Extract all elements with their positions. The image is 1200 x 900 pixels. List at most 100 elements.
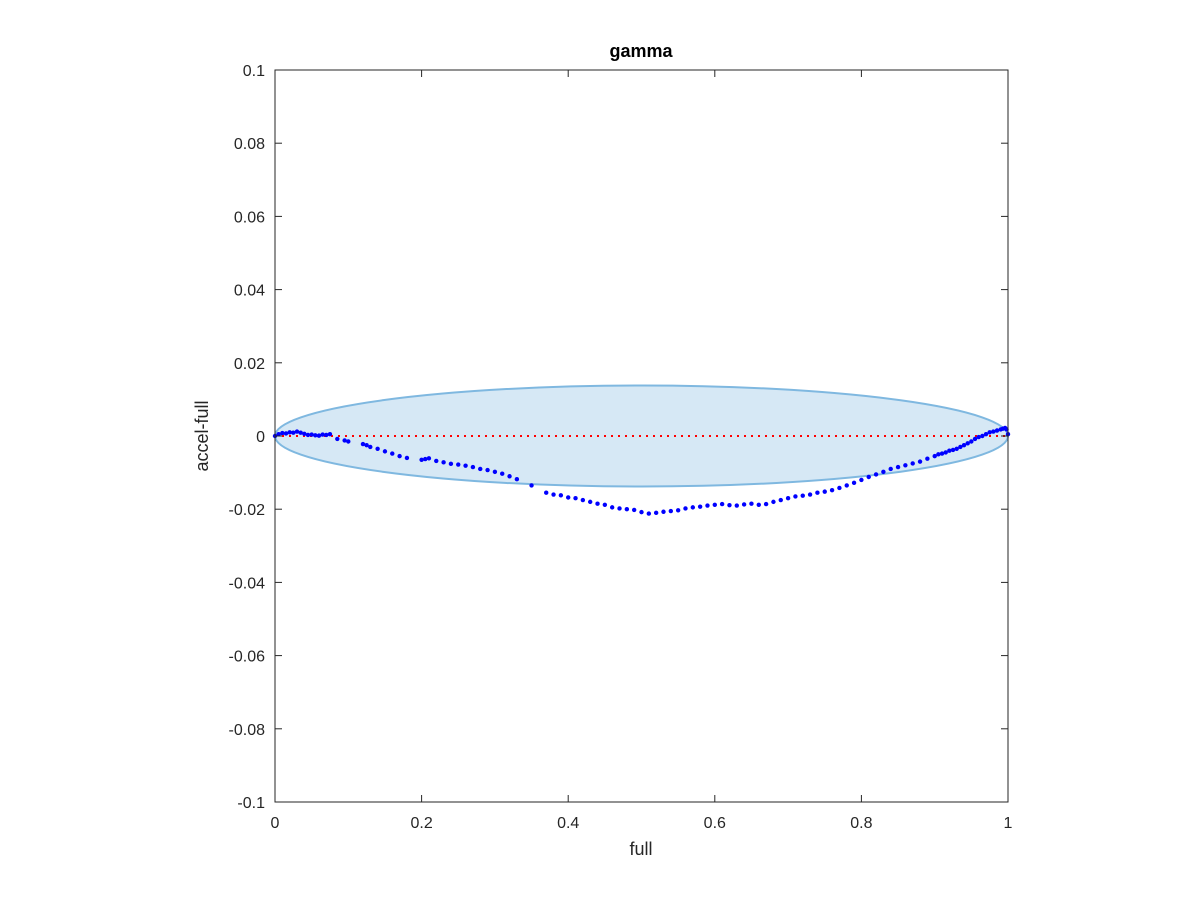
data-point [283, 431, 289, 436]
data-point [785, 496, 791, 501]
data-point [943, 450, 948, 455]
data-point [624, 507, 630, 512]
data-point [675, 508, 681, 513]
data-point [881, 469, 886, 475]
x-tick-label: 0 [271, 815, 280, 832]
data-point [609, 505, 615, 510]
data-point [529, 483, 534, 488]
y-tick-label: -0.06 [229, 649, 266, 666]
data-point [602, 502, 608, 508]
data-point [404, 455, 410, 461]
data-point [456, 462, 461, 467]
data-point [668, 508, 674, 514]
y-tick-label: 0.06 [234, 209, 265, 226]
data-point [324, 432, 329, 438]
data-point [478, 466, 483, 472]
x-tick-label: 1 [1004, 815, 1013, 832]
scatter-points [272, 425, 1011, 516]
data-point [822, 489, 827, 494]
data-point [316, 433, 322, 438]
data-point [932, 453, 937, 459]
data-point [749, 501, 754, 506]
data-point [903, 463, 908, 468]
data-point [961, 442, 967, 448]
y-tick-label: 0.08 [234, 136, 265, 153]
data-point [566, 495, 571, 500]
data-point [866, 474, 871, 480]
data-point [500, 471, 505, 476]
data-point [327, 431, 333, 437]
data-point [888, 466, 893, 472]
data-point [573, 496, 578, 501]
data-point [382, 449, 388, 454]
data-point [983, 431, 989, 437]
data-point [793, 494, 798, 499]
data-point [580, 497, 586, 503]
data-point [419, 457, 424, 462]
data-point [991, 429, 996, 434]
x-tick-label: 0.6 [704, 815, 726, 832]
data-point [756, 502, 761, 508]
data-point [976, 434, 981, 440]
data-point [309, 432, 314, 437]
data-point [587, 499, 593, 505]
data-point [305, 432, 311, 438]
chart-title: gamma [609, 41, 673, 61]
data-point [368, 444, 373, 450]
data-point [947, 448, 952, 453]
data-point [291, 430, 296, 435]
data-point [859, 477, 864, 483]
data-point [690, 505, 696, 510]
data-point [994, 428, 1000, 433]
data-point [364, 442, 369, 448]
data-point [507, 474, 512, 479]
data-point [800, 493, 805, 498]
data-point [631, 507, 637, 513]
data-point [426, 456, 432, 461]
data-point [558, 493, 564, 498]
data-point [287, 430, 292, 435]
data-point [280, 430, 285, 436]
y-axis-ticks: 0.1 0.08 0.06 0.04 0.02 0 -0.02 -0.04 -0.06 -0.08… [229, 63, 1008, 812]
y-tick-label: 0.02 [234, 356, 265, 373]
x-axis-ticks: 0 0.2 0.4 0.6 0.8 1 [271, 70, 1013, 832]
data-point [514, 476, 520, 482]
data-point [910, 461, 915, 466]
data-point [837, 485, 842, 491]
data-point [360, 441, 366, 447]
data-point [980, 433, 985, 439]
data-point [434, 458, 439, 464]
x-axis-label: full [629, 839, 652, 859]
data-point [276, 431, 281, 437]
data-point [972, 436, 978, 442]
data-point [895, 464, 901, 470]
data-point [969, 439, 974, 444]
data-point [683, 506, 688, 511]
data-point [375, 446, 380, 452]
data-point [320, 432, 325, 437]
data-point [829, 487, 835, 493]
data-point [551, 492, 556, 497]
y-axis-label: accel-full [192, 400, 212, 471]
data-point [958, 444, 963, 450]
data-point [492, 469, 498, 475]
data-point [936, 452, 941, 457]
data-point [734, 503, 739, 508]
data-point [771, 499, 776, 505]
data-point [697, 504, 703, 509]
data-point [448, 461, 454, 467]
data-point [925, 456, 930, 461]
y-tick-label: 0.04 [234, 283, 265, 300]
data-point [463, 463, 468, 468]
plot-area [272, 384, 1011, 516]
data-point [485, 467, 490, 473]
data-point [302, 431, 307, 437]
data-point [763, 501, 769, 507]
data-point [294, 429, 300, 434]
data-point [815, 490, 820, 495]
data-point [617, 506, 622, 511]
data-point [335, 436, 340, 442]
data-point [741, 502, 747, 507]
data-point [646, 511, 652, 516]
